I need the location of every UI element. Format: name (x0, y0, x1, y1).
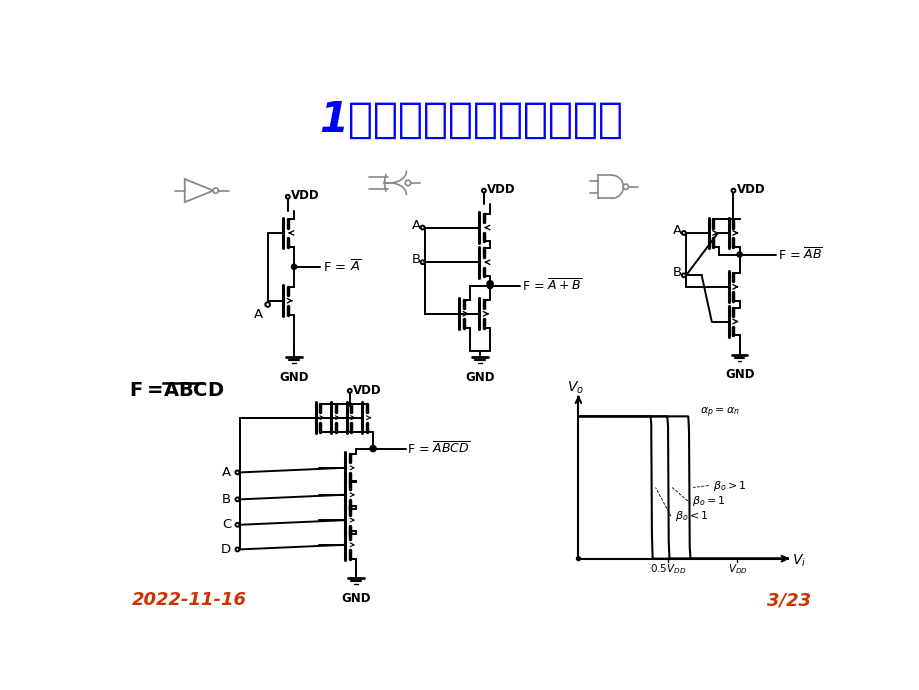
Text: $0.5V_{DD}$: $0.5V_{DD}$ (650, 562, 686, 576)
Text: GND: GND (279, 371, 309, 384)
Text: 3/23: 3/23 (766, 591, 810, 609)
Circle shape (486, 281, 493, 287)
Text: B: B (673, 266, 682, 279)
Text: $V_i$: $V_i$ (791, 553, 806, 569)
Text: $\alpha_p=\alpha_n$: $\alpha_p=\alpha_n$ (699, 405, 739, 420)
Text: $\beta_o < 1$: $\beta_o < 1$ (675, 509, 708, 523)
Text: A: A (254, 308, 263, 321)
Text: GND: GND (724, 368, 754, 382)
Text: F = $\overline{ABCD}$: F = $\overline{ABCD}$ (407, 440, 470, 457)
Text: VDD: VDD (486, 184, 515, 197)
Circle shape (576, 557, 580, 560)
Text: VDD: VDD (353, 384, 381, 397)
Text: $\beta_o > 1$: $\beta_o > 1$ (712, 478, 745, 493)
Text: GND: GND (465, 371, 494, 384)
Text: VDD: VDD (290, 190, 319, 202)
Text: GND: GND (341, 592, 370, 604)
Text: B: B (221, 493, 231, 506)
Text: B: B (412, 253, 421, 266)
Text: A: A (221, 466, 231, 479)
Text: $V_o$: $V_o$ (566, 380, 584, 396)
Text: VDD: VDD (736, 184, 765, 197)
Text: $\beta_o = 1$: $\beta_o = 1$ (691, 494, 725, 508)
Text: F = $\overline{A + B}$: F = $\overline{A + B}$ (521, 278, 582, 294)
Text: $\mathbf{F=}$: $\mathbf{F=}$ (129, 382, 163, 400)
Text: 2022-11-16: 2022-11-16 (132, 591, 247, 609)
Text: $\mathbf{ABCD}$: $\mathbf{ABCD}$ (163, 382, 224, 400)
Text: A: A (673, 224, 682, 237)
Text: 1、非门、或非门、与非门: 1、非门、或非门、与非门 (319, 99, 623, 141)
Text: F = $\overline{AB}$: F = $\overline{AB}$ (777, 246, 822, 263)
Text: C: C (221, 518, 231, 531)
Circle shape (369, 446, 376, 452)
Text: $V_{DD}$: $V_{DD}$ (727, 562, 746, 576)
Text: D: D (221, 543, 231, 556)
Text: A: A (412, 219, 421, 232)
Text: F = $\overline{A}$: F = $\overline{A}$ (323, 259, 360, 275)
